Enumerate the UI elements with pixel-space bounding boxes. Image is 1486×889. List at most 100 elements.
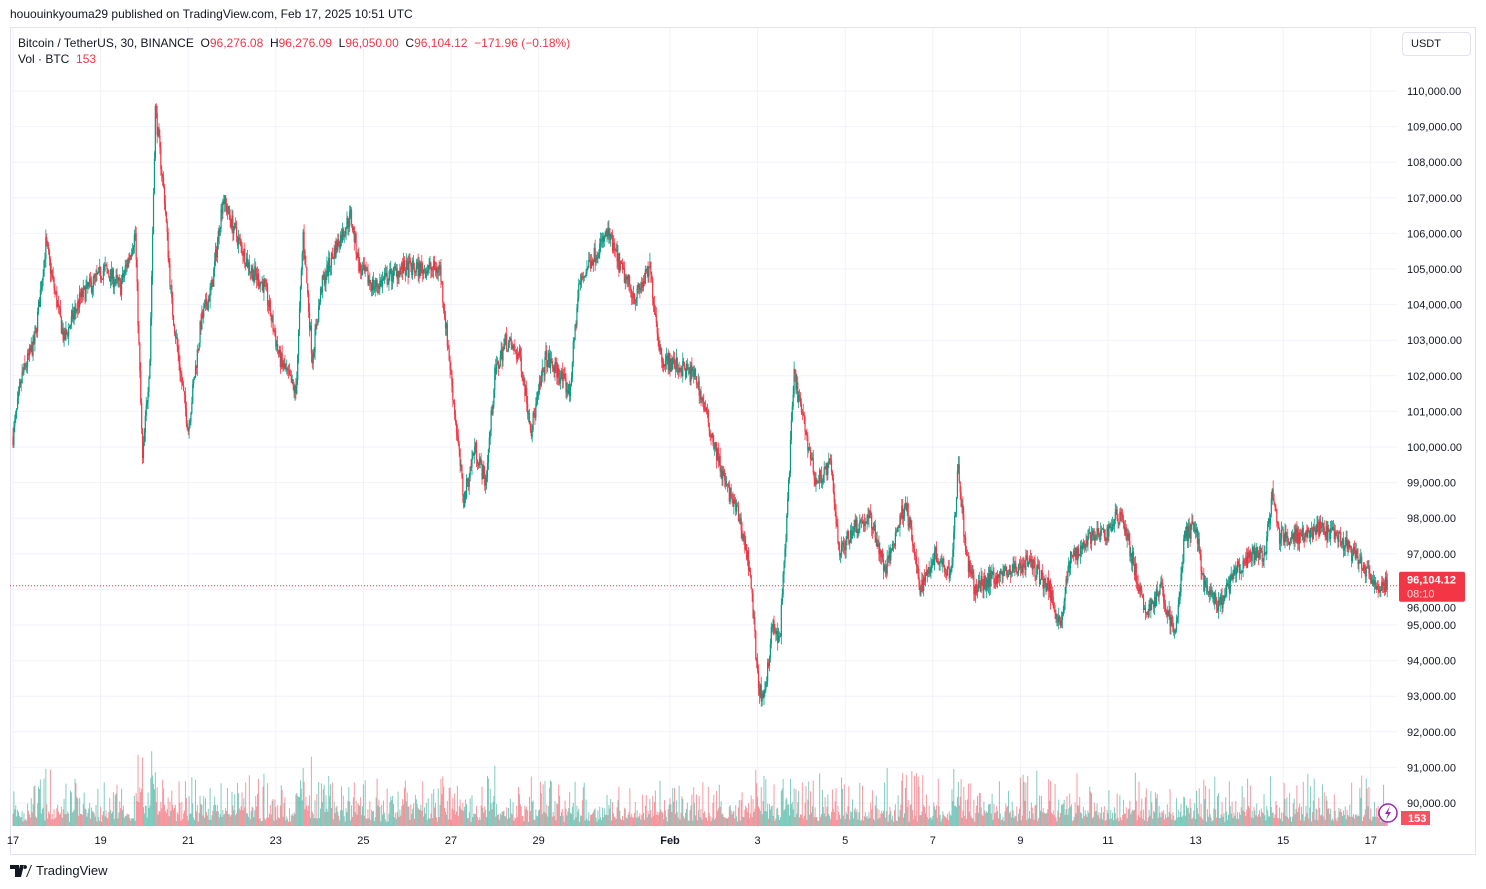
candle-body <box>826 463 828 475</box>
volume-bar <box>920 815 922 826</box>
candle-body <box>492 404 494 415</box>
volume-bar <box>1190 807 1192 826</box>
volume-bar <box>548 806 550 826</box>
volume-bar <box>767 803 769 826</box>
candle-body <box>376 279 378 287</box>
volume-bar <box>611 820 613 826</box>
volume-bar <box>1184 797 1186 826</box>
candle-body <box>794 369 796 374</box>
volume-bar <box>1072 819 1074 826</box>
candle-body <box>669 353 671 371</box>
volume-bar <box>64 814 66 826</box>
candle-body <box>1043 578 1045 589</box>
candle-body <box>1336 535 1338 537</box>
candle-body <box>840 554 842 557</box>
candle-body <box>429 262 431 266</box>
volume-bar <box>1001 819 1003 826</box>
candle-body <box>1084 544 1086 548</box>
volume-bar <box>151 751 153 826</box>
volume-bar <box>1274 814 1276 826</box>
candle-body <box>475 442 477 447</box>
volume-bar <box>1327 808 1329 826</box>
volume-bar <box>101 821 103 826</box>
volume-bar <box>1055 817 1057 826</box>
volume-bar <box>69 821 71 826</box>
volume-bar <box>1031 807 1033 826</box>
candle-body <box>1078 548 1080 556</box>
candle-body <box>1168 609 1170 617</box>
volume-bar <box>1380 821 1382 826</box>
volume-bar <box>257 778 259 826</box>
footer-brand[interactable]: TradingView <box>10 863 108 878</box>
volume-bar <box>457 815 459 826</box>
volume-bar <box>269 804 271 826</box>
volume-bar <box>1321 814 1323 826</box>
volume-bar <box>689 809 691 826</box>
candle-body <box>115 275 117 282</box>
candle-body <box>95 273 97 275</box>
lightning-icon[interactable] <box>1378 803 1398 823</box>
volume-bar <box>987 812 989 826</box>
candle-body <box>785 541 787 549</box>
volume-bar <box>1042 808 1044 826</box>
volume-bar <box>31 812 33 826</box>
candle-body <box>997 574 1000 578</box>
symbol-title[interactable]: Bitcoin / TetherUS, 30, BINANCE <box>18 36 194 50</box>
candle-body <box>689 368 691 382</box>
candle-body <box>493 389 495 405</box>
volume-bar <box>902 772 904 826</box>
candle-body <box>1382 582 1384 586</box>
volume-bar <box>352 797 354 826</box>
volume-bar <box>763 775 765 826</box>
volume-bar <box>15 805 17 826</box>
candle-body <box>1318 522 1320 537</box>
volume-bar <box>1052 810 1054 826</box>
candle-body <box>130 255 132 257</box>
volume-bar <box>101 815 103 826</box>
volume-bar <box>831 811 833 826</box>
time-axis[interactable]: 17 19 21 23 25 27 29 Feb 3 5 7 9 11 13 15 17 <box>7 835 1377 847</box>
volume-bar <box>1278 818 1280 826</box>
candle-body <box>518 348 521 356</box>
candle-body <box>1200 554 1202 572</box>
price-tick-label: 101,000.00 <box>1407 406 1462 418</box>
volume-bar <box>16 816 18 826</box>
candle-body <box>237 237 239 246</box>
candle-body <box>209 287 211 302</box>
volume-bar <box>678 785 680 826</box>
volume-bar <box>932 816 934 826</box>
candle-body <box>1257 552 1260 559</box>
volume-bar <box>127 814 129 826</box>
candle-body <box>654 312 656 316</box>
currency-button[interactable]: USDT <box>1402 32 1471 56</box>
volume-bar <box>916 821 918 826</box>
candle-body <box>900 515 902 518</box>
candle-body <box>630 284 632 290</box>
candle-body <box>1096 528 1098 535</box>
volume-bar <box>206 815 208 826</box>
candle-body <box>1312 530 1314 540</box>
candle-body <box>512 345 514 350</box>
time-tick-label: 9 <box>1017 835 1023 847</box>
candle-body <box>711 433 713 438</box>
candle-body <box>74 307 76 313</box>
volume-bar <box>982 815 984 826</box>
volume-bar <box>740 800 742 826</box>
volume-bar <box>622 815 624 826</box>
volume-bar <box>720 801 722 826</box>
volume-bar <box>80 813 82 826</box>
volume-bar <box>327 811 329 826</box>
volume-bar <box>696 820 698 826</box>
volume-bar <box>992 819 994 826</box>
price-tick-label: 100,000.00 <box>1407 442 1462 454</box>
volume-bar <box>1022 774 1024 826</box>
volume-bar <box>178 781 180 826</box>
price-axis[interactable]: 110,000.00109,000.00108,000.00107,000.00… <box>1407 86 1462 810</box>
candle-body <box>586 268 588 273</box>
volume-label: Vol · BTC <box>18 52 70 66</box>
candle-body <box>224 195 226 205</box>
candle-body <box>48 251 51 260</box>
candle-body <box>1288 541 1290 545</box>
volume-bar <box>244 807 246 826</box>
